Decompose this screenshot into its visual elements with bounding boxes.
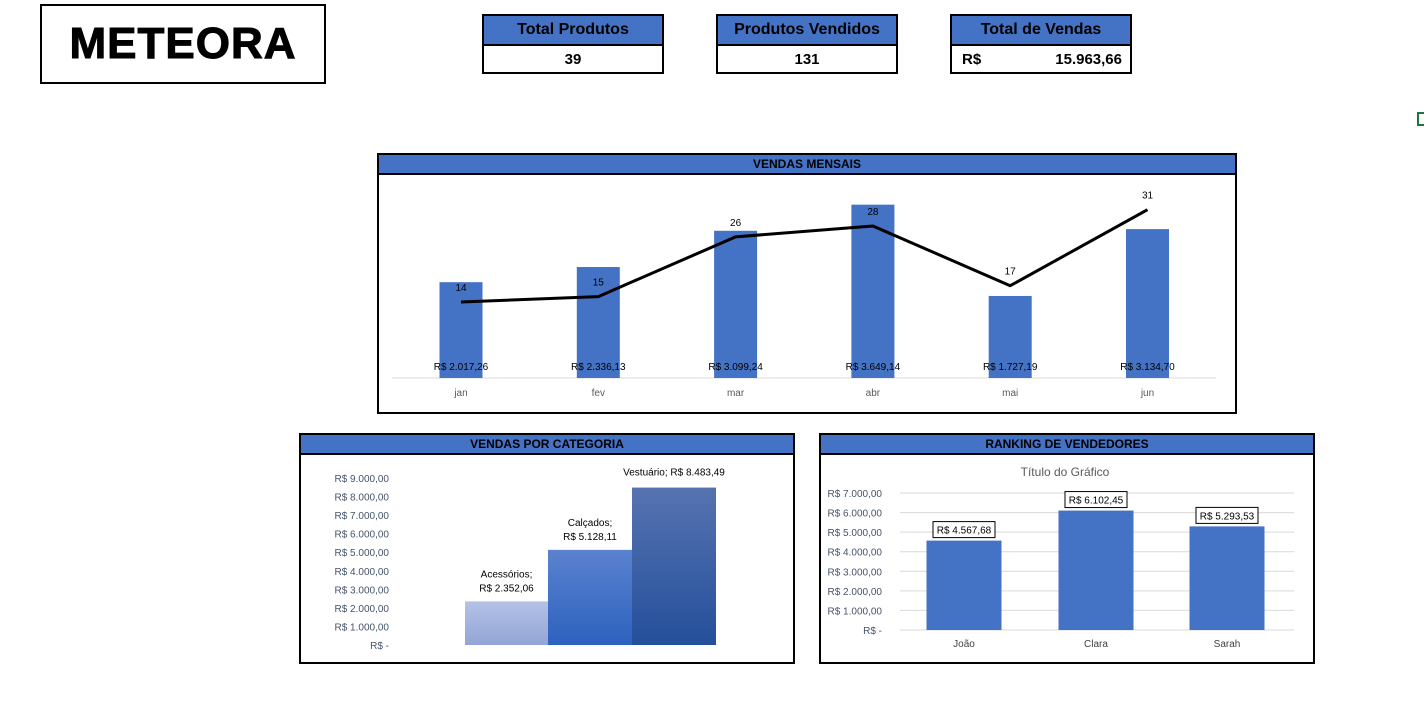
y-tick-label: R$ 8.000,00 — [335, 493, 390, 504]
y-tick-label: R$ 7.000,00 — [335, 511, 390, 522]
bar-calçados — [548, 549, 632, 645]
bar-data-label: R$ 5.128,11 — [563, 532, 617, 543]
x-tick-label: Clara — [1084, 639, 1108, 650]
panel-title: VENDAS MENSAIS — [379, 155, 1235, 175]
bar-value-label: R$ 2.336,13 — [571, 362, 626, 373]
ranking-vendedores-chart: Título do Gráfico R$ - R$ 1.000,00 R$ 2.000… — [828, 465, 1294, 650]
line-value-label: 17 — [1005, 267, 1017, 278]
vendas-mensais-chart: R$ 2.017,26 jan 14 R$ 2.336,13 fev 15 R$ 3.099… — [392, 191, 1216, 399]
bar-data-label: R$ 2.352,06 — [479, 583, 534, 594]
bar-jan — [439, 282, 483, 378]
kpi-label: Total de Vendas — [952, 16, 1130, 46]
y-tick-label: R$ 7.000,00 — [828, 489, 883, 500]
vendas-mensais-panel[interactable]: VENDAS MENSAIS R$ 2.017,26 jan 14 R$ 2.336,… — [377, 153, 1237, 414]
kpi-value: 131 — [794, 50, 820, 68]
cell-selection[interactable] — [1417, 112, 1424, 126]
y-tick-label: R$ 6.000,00 — [828, 509, 883, 520]
x-tick-label: jan — [453, 388, 467, 399]
line-value-label: 28 — [867, 207, 879, 218]
bar-data-label: R$ 4.567,68 — [937, 526, 992, 537]
panel-title: VENDAS POR CATEGORIA — [301, 435, 793, 455]
bar-data-label: Acessórios; — [481, 569, 533, 580]
bar-value-label: R$ 2.017,26 — [434, 362, 489, 373]
bar-data-label: R$ 6.102,45 — [1069, 496, 1124, 507]
line-value-label: 15 — [593, 278, 605, 289]
vendas-categoria-panel[interactable]: VENDAS POR CATEGORIA R$ - R$ 1.000,00 R$ 2… — [299, 433, 795, 664]
bar-value-label: R$ 3.649,14 — [846, 362, 901, 373]
kpi-label: Produtos Vendidos — [718, 16, 896, 46]
bar-value-label: R$ 1.727,19 — [983, 362, 1038, 373]
x-tick-label: mar — [727, 388, 745, 399]
vendas-categoria-chart: R$ - R$ 1.000,00 R$ 2.000,00 R$ 3.000,00 R$ … — [335, 468, 726, 652]
y-tick-label: R$ 4.000,00 — [828, 548, 883, 559]
data-label-box — [1064, 491, 1128, 509]
bar-jun — [1126, 229, 1169, 378]
line-value-label: 31 — [1142, 191, 1154, 202]
y-tick-label: R$ 3.000,00 — [828, 567, 883, 578]
bar-value-label: R$ 3.134,70 — [1120, 362, 1175, 373]
bar-fev — [576, 267, 620, 378]
y-tick-label: R$ 1.000,00 — [828, 606, 883, 617]
bar-data-label: R$ 5.293,53 — [1200, 511, 1255, 522]
panel-title: RANKING DE VENDEDORES — [821, 435, 1313, 455]
line-value-label: 26 — [730, 218, 742, 229]
x-tick-label: Sarah — [1214, 639, 1241, 650]
y-tick-label: R$ 9.000,00 — [335, 474, 390, 485]
y-tick-label: R$ 1.000,00 — [335, 622, 390, 633]
y-tick-label: R$ - — [370, 641, 389, 652]
y-tick-label: R$ 3.000,00 — [335, 585, 390, 596]
chart-title: Título do Gráfico — [1021, 465, 1110, 479]
bar-vestuário — [632, 487, 716, 645]
quantity-line — [460, 208, 1149, 304]
x-tick-label: mai — [1002, 388, 1018, 399]
bar-data-label: Vestuário; R$ 8.483,49 — [623, 468, 725, 479]
y-tick-label: R$ 2.000,00 — [335, 604, 390, 615]
bar-abr — [851, 204, 895, 378]
brand-logo: METEORA — [40, 4, 326, 84]
bar-mar — [714, 230, 758, 378]
y-tick-label: R$ - — [863, 626, 882, 637]
kpi-currency: R$ — [962, 50, 982, 68]
y-tick-label: R$ 6.000,00 — [335, 530, 390, 541]
bar-sarah — [1189, 526, 1265, 630]
bar-value-label: R$ 3.099,24 — [708, 362, 763, 373]
bar-joão — [926, 540, 1002, 630]
bar-data-label: Calçados; — [568, 518, 612, 529]
x-tick-label: João — [953, 639, 975, 650]
data-label-box — [932, 521, 996, 539]
y-tick-label: R$ 2.000,00 — [828, 587, 883, 598]
kpi-total-vendas: Total de Vendas R$ 15.963,66 — [950, 14, 1132, 74]
kpi-value: 39 — [564, 50, 582, 68]
kpi-value: 15.963,66 — [1055, 50, 1122, 68]
ranking-vendedores-panel[interactable]: RANKING DE VENDEDORES Título do Gráfico R… — [819, 433, 1315, 664]
y-tick-label: R$ 4.000,00 — [335, 567, 390, 578]
kpi-total-produtos: Total Produtos 39 — [482, 14, 664, 74]
line-value-label: 14 — [455, 283, 467, 294]
data-label-box — [1195, 506, 1259, 524]
kpi-value-row: R$ 15.963,66 — [952, 46, 1130, 72]
y-tick-label: R$ 5.000,00 — [335, 548, 390, 559]
x-tick-label: abr — [866, 388, 881, 399]
bar-acessórios — [465, 601, 548, 645]
kpi-produtos-vendidos: Produtos Vendidos 131 — [716, 14, 898, 74]
bar-mai — [988, 295, 1032, 378]
x-tick-label: fev — [592, 388, 605, 399]
kpi-label: Total Produtos — [484, 16, 662, 46]
x-tick-label: jun — [1140, 388, 1154, 399]
y-tick-label: R$ 5.000,00 — [828, 528, 883, 539]
bar-clara — [1058, 510, 1134, 630]
